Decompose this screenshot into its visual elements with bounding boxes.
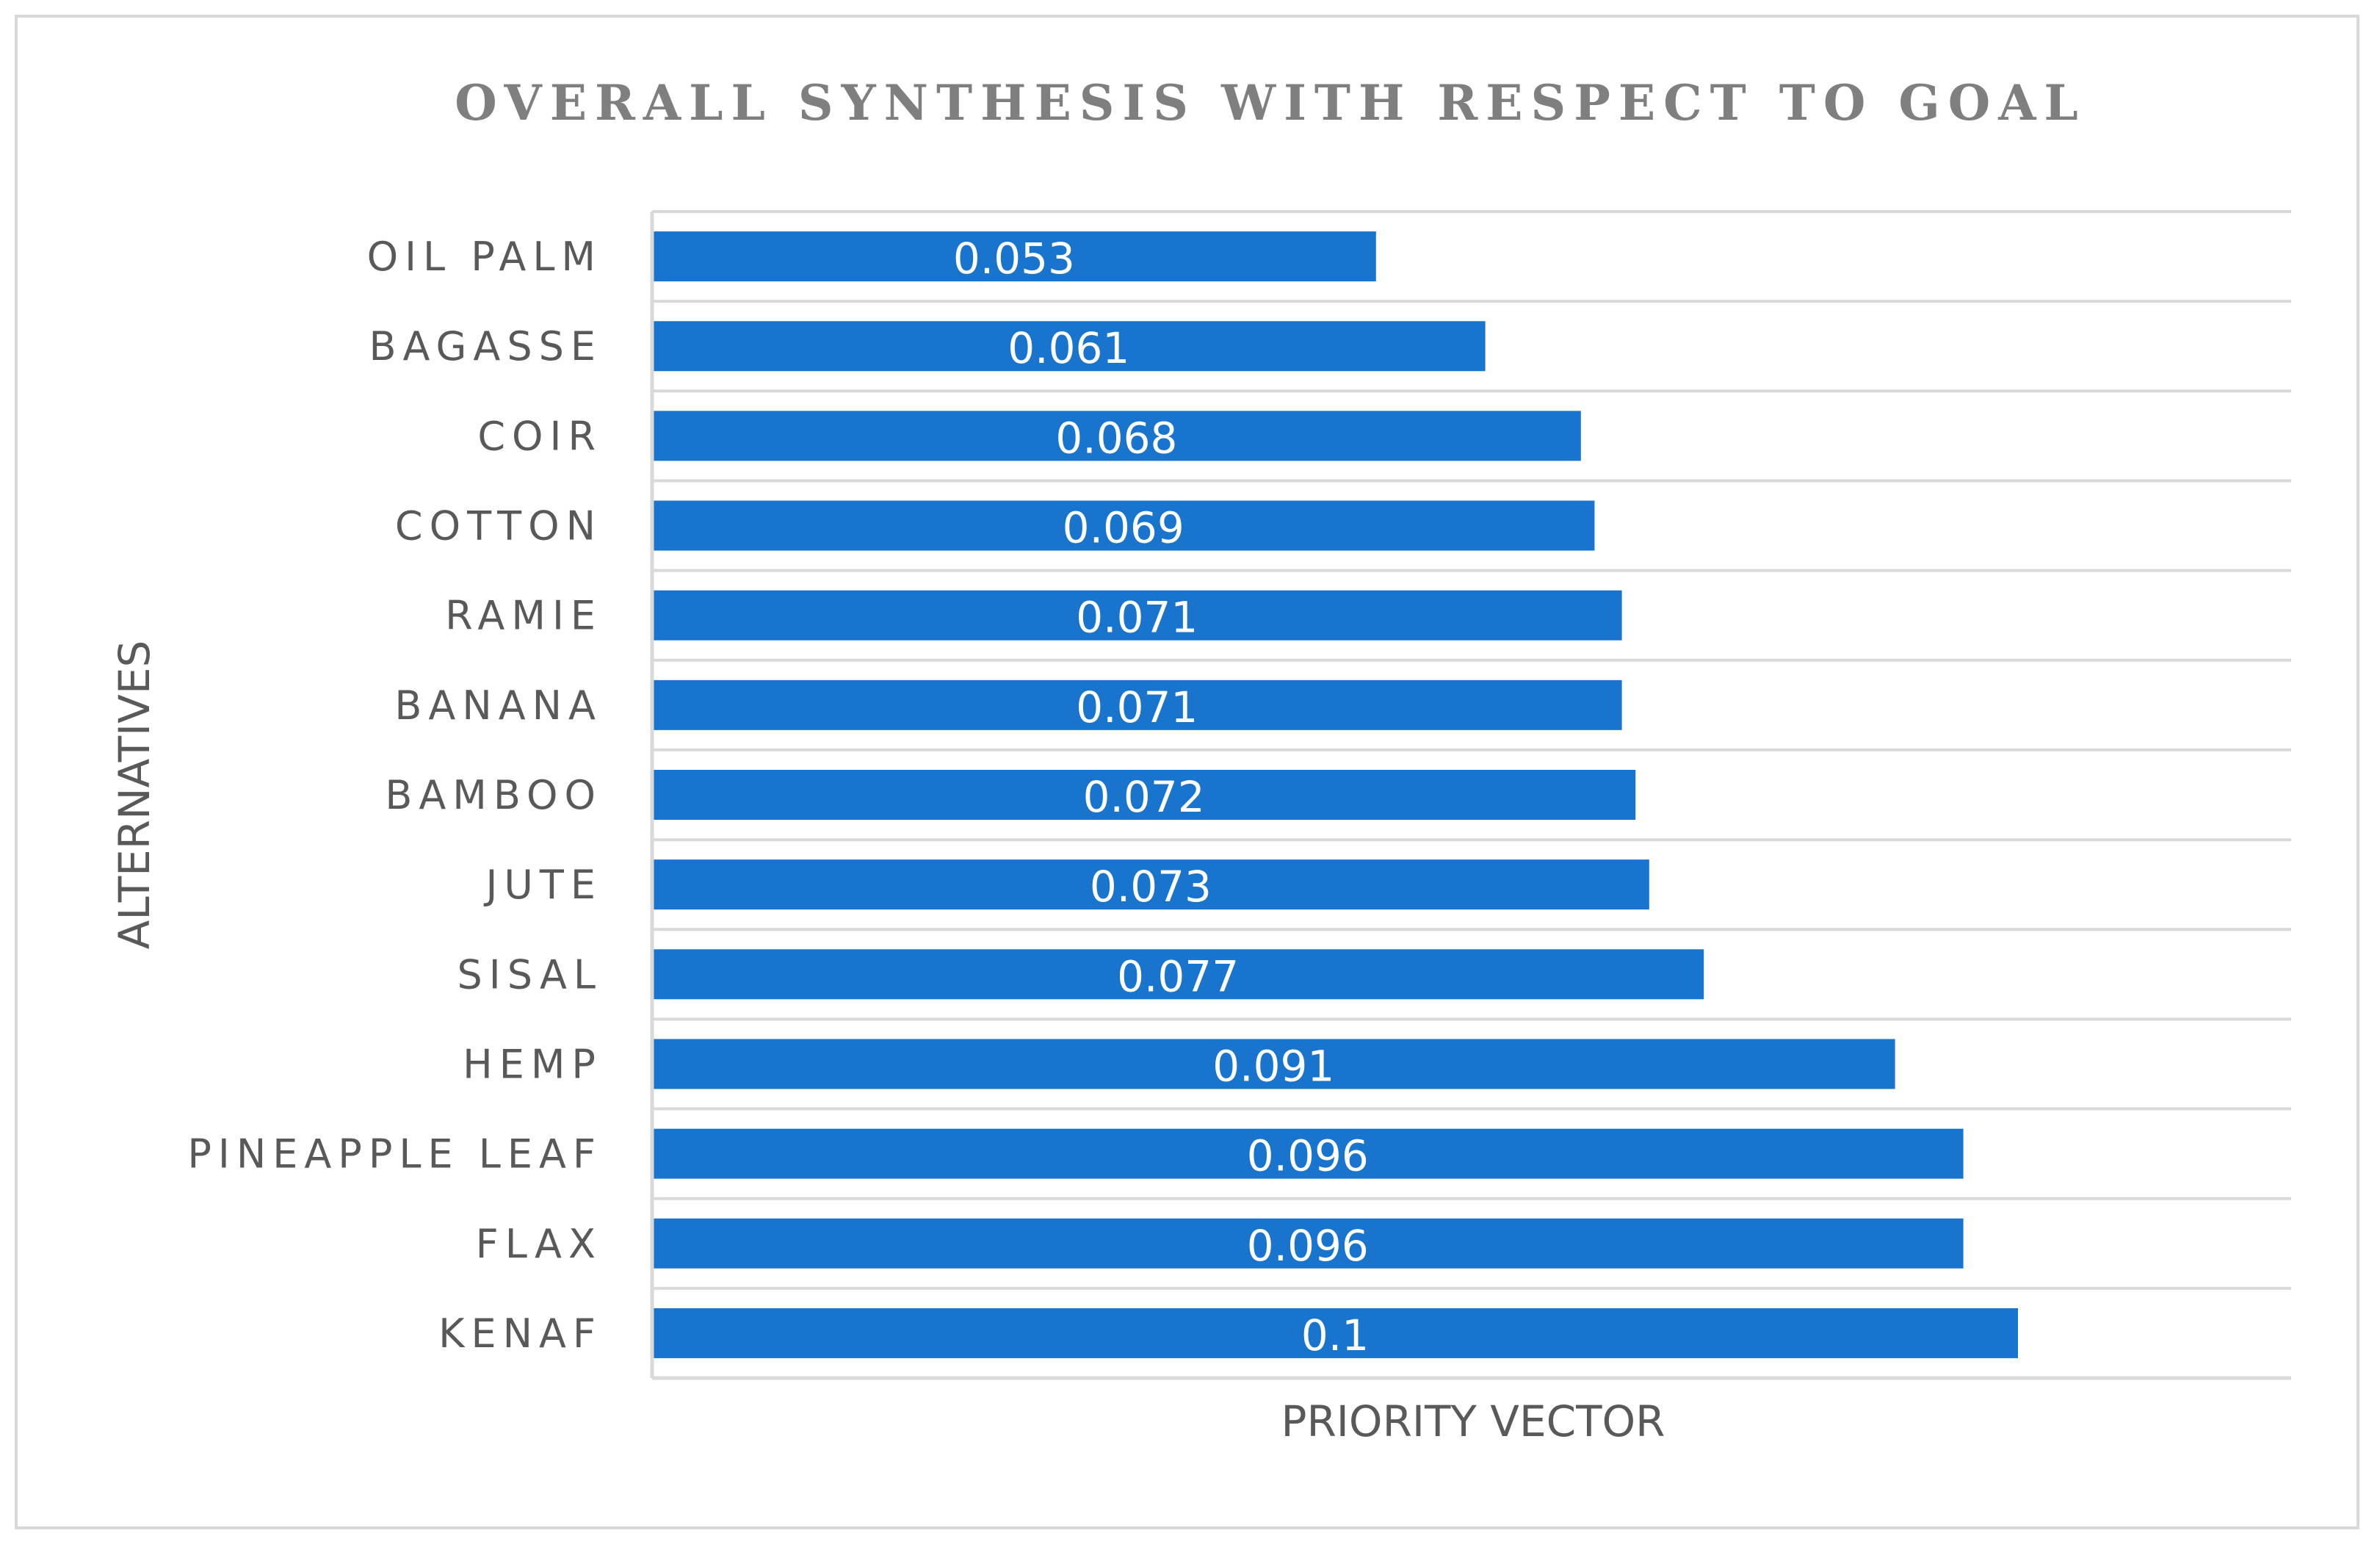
bar-pineapple-leaf: [652, 1128, 1964, 1179]
bars: [652, 231, 2018, 1358]
data-label: 0.091: [1212, 1041, 1334, 1091]
data-label: 0.077: [1117, 951, 1239, 1001]
bar-banana: [652, 679, 1622, 730]
category-label: SISAL: [457, 951, 602, 998]
chart-title: OVERALL SYNTHESIS WITH RESPECT TO GOAL: [455, 74, 2086, 131]
y-axis-title: ALTERNATIVES: [109, 641, 159, 950]
category-label: COTTON: [395, 503, 602, 549]
category-label: FLAX: [476, 1221, 602, 1267]
category-label: RAMIE: [445, 593, 602, 639]
bar-ramie: [652, 590, 1622, 641]
data-label: 0.096: [1247, 1131, 1369, 1181]
category-label: HEMP: [463, 1041, 602, 1087]
category-label: KENAF: [438, 1310, 602, 1357]
data-labels: 0.053 0.061 0.068 0.069 0.071 0.071 0.072 0.073…: [953, 234, 1369, 1360]
category-label: BAMBOO: [385, 772, 602, 818]
data-label: 0.061: [1008, 323, 1129, 373]
data-label: 0.096: [1247, 1221, 1369, 1271]
category-label: OIL PALM: [367, 234, 602, 280]
gridlines: [652, 210, 2291, 1290]
data-label: 0.072: [1083, 772, 1205, 822]
bar-flax: [652, 1218, 1964, 1269]
x-axis-title: PRIORITY VECTOR: [1281, 1396, 1665, 1446]
bar-oil-palm: [652, 231, 1376, 282]
bar-jute: [652, 859, 1649, 910]
category-label: JUTE: [483, 862, 602, 908]
category-label: BAGASSE: [369, 323, 603, 369]
category-label: PINEAPPLE LEAF: [187, 1131, 602, 1178]
bar-bamboo: [652, 770, 1636, 820]
category-labels: OIL PALM BAGASSE COIR COTTON RAMIE BANANA BAMB…: [187, 234, 603, 1357]
data-label: 0.069: [1063, 503, 1184, 553]
data-label: 0.1: [1301, 1310, 1369, 1360]
data-label: 0.073: [1090, 862, 1212, 912]
data-label: 0.071: [1076, 593, 1198, 643]
data-label: 0.071: [1076, 682, 1198, 732]
category-label: COIR: [477, 413, 602, 459]
bar-coir: [652, 411, 1581, 461]
bar-hemp: [652, 1039, 1895, 1089]
bar-bagasse: [652, 321, 1486, 372]
bar-sisal: [652, 949, 1704, 1000]
bar-kenaf: [652, 1308, 2018, 1358]
category-label: BANANA: [394, 682, 602, 729]
data-label: 0.068: [1055, 413, 1177, 463]
data-label: 0.053: [953, 234, 1075, 284]
bar-cotton: [652, 500, 1595, 551]
